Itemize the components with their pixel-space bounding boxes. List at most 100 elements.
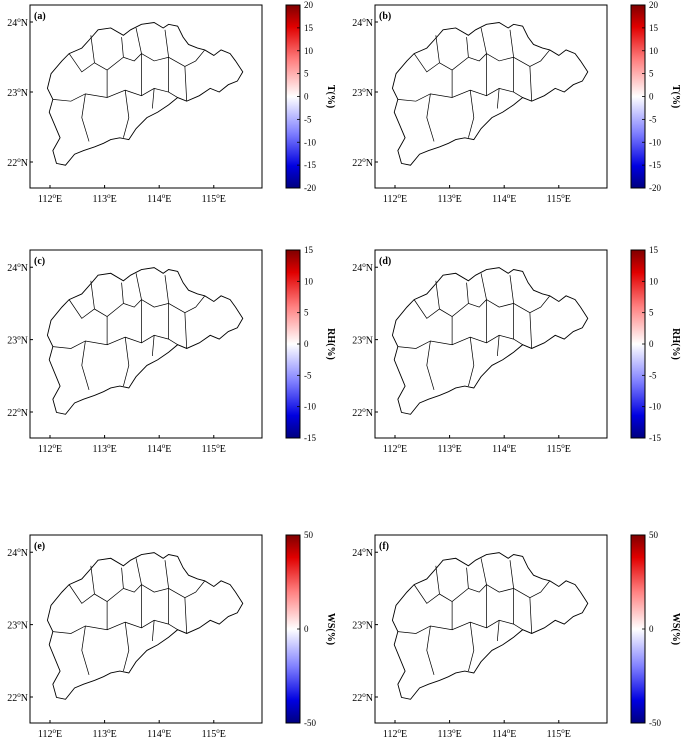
- colorbar-tick-label: -15: [304, 433, 316, 443]
- colorbar-tick-label: 5: [304, 308, 309, 318]
- x-tick-label: 115oE: [547, 727, 571, 738]
- x-tick-label: 112oE: [38, 442, 62, 455]
- colorbar-tick-label: 10: [304, 276, 314, 286]
- colorbar-label: T(%): [670, 85, 681, 108]
- panel-e: (e) 112oE 113oE 114oE 115oE 22oN 23oN 24oN 50 0 -5…: [7, 530, 336, 738]
- colorbar-tick-label: -10: [649, 402, 661, 412]
- y-tick-label: 23oN: [7, 619, 28, 632]
- x-tick-label: 113oE: [437, 727, 461, 738]
- colorbar-tick-label: -50: [649, 718, 661, 728]
- y-tick-label: 24oN: [352, 261, 373, 274]
- colorbar-tick-label: -15: [304, 160, 316, 170]
- x-tick-label: 115oE: [202, 442, 226, 455]
- colorbar-tick-label: -50: [304, 718, 316, 728]
- plot-frame: [29, 534, 263, 724]
- x-tick-label: 115oE: [202, 727, 226, 738]
- colorbar-tick-label: -15: [649, 160, 661, 170]
- colorbar-tick-label: -5: [649, 370, 657, 380]
- x-tick-label: 114oE: [492, 192, 516, 205]
- panel-title: (e): [34, 541, 45, 552]
- x-tick-label: 113oE: [437, 442, 461, 455]
- colorbar-tick-label: 0: [649, 624, 654, 634]
- x-tick-label: 112oE: [383, 192, 407, 205]
- colorbar-tick-label: -5: [304, 370, 312, 380]
- colorbar-tick-label: -5: [649, 114, 657, 124]
- plot-frame: [29, 4, 263, 189]
- y-tick-label: 22oN: [352, 156, 373, 169]
- y-tick-label: 23oN: [352, 619, 373, 632]
- panel-title: (d): [379, 256, 391, 267]
- x-tick-label: 114oE: [147, 192, 171, 205]
- colorbar-label: WS(%): [670, 613, 681, 645]
- colorbar-tick-label: -10: [304, 402, 316, 412]
- y-tick-label: 22oN: [7, 406, 28, 419]
- panel-f: (f) 112oE 113oE 114oE 115oE 22oN 23oN 24oN 50 0 -5…: [352, 530, 681, 738]
- x-tick-label: 113oE: [92, 442, 116, 455]
- colorbar-label: RH(%): [325, 328, 336, 360]
- x-tick-label: 114oE: [492, 442, 516, 455]
- colorbar-tick-label: 0: [649, 92, 654, 102]
- plot-frame: [374, 249, 608, 439]
- x-tick-label: 114oE: [147, 727, 171, 738]
- y-tick-label: 22oN: [352, 406, 373, 419]
- y-tick-label: 23oN: [352, 86, 373, 99]
- plot-frame: [29, 249, 263, 439]
- panel-title: (a): [34, 11, 46, 22]
- colorbar-tick-label: 5: [649, 308, 654, 318]
- x-tick-label: 112oE: [383, 442, 407, 455]
- panel-a: (a) 112oE 113oE 114oE 115oE 22oN 23oN 24oN 20 15 1…: [7, 0, 336, 205]
- x-tick-label: 112oE: [38, 192, 62, 205]
- colorbar-tick-label: 10: [649, 46, 659, 56]
- colorbar-tick-label: -15: [649, 433, 661, 443]
- y-tick-label: 22oN: [7, 156, 28, 169]
- x-tick-label: 115oE: [547, 192, 571, 205]
- colorbar-label: T(%): [325, 85, 336, 108]
- colorbar-tick-label: -20: [649, 183, 661, 193]
- y-tick-label: 24oN: [7, 261, 28, 274]
- panel-c: (c) 112oE 113oE 114oE 115oE 22oN 23oN 24oN 15 10 5…: [7, 245, 336, 455]
- colorbar-tick-label: 10: [304, 46, 314, 56]
- y-tick-label: 24oN: [352, 16, 373, 29]
- colorbar-tick-label: 10: [649, 276, 659, 286]
- panel-d: (d) 112oE 113oE 114oE 115oE 22oN 23oN 24oN 15 10 5…: [352, 245, 681, 455]
- colorbar-tick-label: 15: [649, 245, 659, 255]
- y-tick-label: 23oN: [352, 334, 373, 347]
- colorbar-tick-label: 50: [649, 530, 659, 540]
- colorbar-tick-label: 5: [649, 69, 654, 79]
- plot-frame: [374, 4, 608, 189]
- y-tick-label: 24oN: [7, 16, 28, 29]
- x-tick-label: 115oE: [202, 192, 226, 205]
- x-tick-label: 115oE: [547, 442, 571, 455]
- y-tick-label: 24oN: [352, 546, 373, 559]
- panel-title: (c): [34, 256, 45, 267]
- y-tick-label: 23oN: [7, 334, 28, 347]
- colorbar-tick-label: 5: [304, 69, 309, 79]
- colorbar-tick-label: 15: [304, 23, 314, 33]
- colorbar-tick-label: -5: [304, 114, 312, 124]
- panel-b: (b) 112oE 113oE 114oE 115oE 22oN 23oN 24oN 20 15 1…: [352, 0, 681, 205]
- colorbar-tick-label: 15: [304, 245, 314, 255]
- x-tick-label: 113oE: [92, 192, 116, 205]
- y-tick-label: 23oN: [7, 86, 28, 99]
- colorbar-label: RH(%): [670, 328, 681, 360]
- y-tick-label: 24oN: [7, 546, 28, 559]
- colorbar-tick-label: -10: [649, 137, 661, 147]
- x-tick-label: 113oE: [92, 727, 116, 738]
- colorbar-tick-label: 0: [304, 92, 309, 102]
- panel-title: (b): [379, 11, 391, 22]
- x-tick-label: 114oE: [492, 727, 516, 738]
- colorbar-tick-label: -10: [304, 137, 316, 147]
- colorbar-tick-label: 20: [649, 0, 659, 10]
- colorbar-tick-label: 20: [304, 0, 314, 10]
- colorbar-tick-label: -20: [304, 183, 316, 193]
- x-tick-label: 113oE: [437, 192, 461, 205]
- colorbar-tick-label: 15: [649, 23, 659, 33]
- colorbar-label: WS(%): [325, 613, 336, 645]
- x-tick-label: 114oE: [147, 442, 171, 455]
- panel-title: (f): [379, 541, 389, 552]
- x-tick-label: 112oE: [38, 727, 62, 738]
- colorbar-tick-label: 50: [304, 530, 314, 540]
- colorbar-tick-label: 0: [304, 339, 309, 349]
- colorbar-tick-label: 0: [304, 624, 309, 634]
